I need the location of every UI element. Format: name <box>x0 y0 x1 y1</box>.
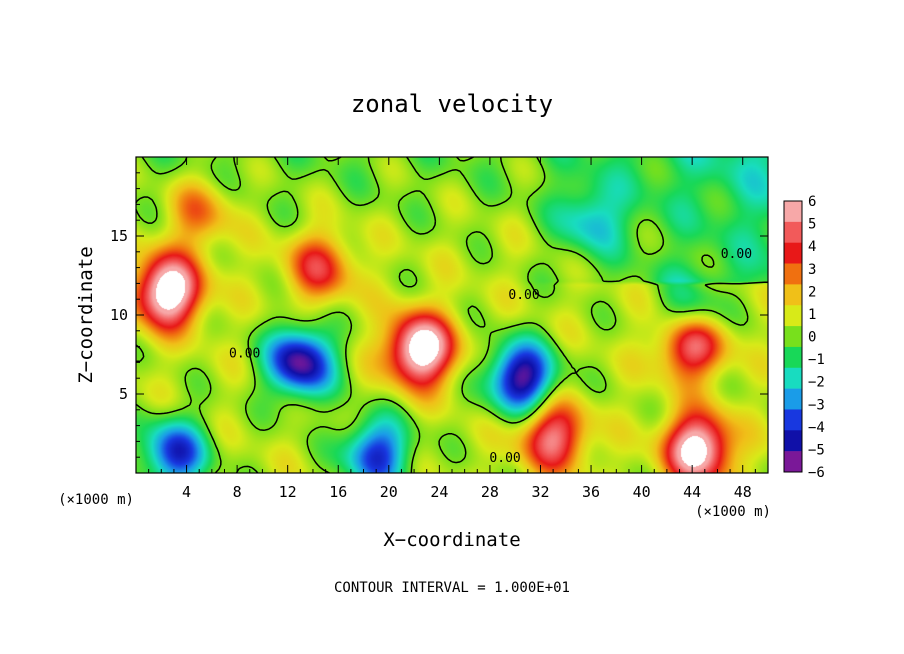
colorbar-cell <box>784 305 802 327</box>
x-tick-label: 24 <box>430 483 448 501</box>
x-axis-label: X−coordinate <box>383 529 520 551</box>
contour-label: 0.00 <box>489 451 520 466</box>
x-tick-label: 32 <box>531 483 549 501</box>
x-tick-label: 44 <box>683 483 701 501</box>
y-units-label: (×1000 m) <box>58 492 134 508</box>
contour-label: 0.00 <box>229 347 260 362</box>
colorbar-label: 5 <box>808 217 816 233</box>
colorbar-label: 6 <box>808 194 816 210</box>
colorbar-cell <box>784 263 802 285</box>
velocity-field <box>136 157 768 473</box>
y-axis-label: Z−coordinate <box>75 246 97 383</box>
colorbar-label: −5 <box>808 442 825 458</box>
colorbar-cell <box>784 201 802 223</box>
contour-interval-footer: CONTOUR INTERVAL = 1.000E+01 <box>334 580 570 596</box>
colorbar: 6 5 4 3 2 1 0 −1 −2 −3 −4 −5 −6 <box>783 194 825 481</box>
x-tick-label: 36 <box>582 483 600 501</box>
y-tick-label: 15 <box>110 227 128 245</box>
x-tick-label: 40 <box>633 483 651 501</box>
chart-title: zonal velocity <box>351 90 553 118</box>
zero-contour-line <box>135 156 768 474</box>
contour-label: 0.00 <box>721 247 752 262</box>
colorbar-cells <box>783 200 803 473</box>
colorbar-cell <box>784 284 802 306</box>
x-units-label: (×1000 m) <box>695 504 771 520</box>
colorbar-label: −6 <box>808 465 825 481</box>
colorbar-labels: 6 5 4 3 2 1 0 −1 −2 −3 −4 −5 −6 <box>808 194 825 481</box>
x-tick-label: 16 <box>329 483 347 501</box>
colorbar-label: −2 <box>808 375 825 391</box>
x-tick-label: 20 <box>380 483 398 501</box>
plot-area: 0.000.000.000.00 4 8 12 16 20 24 28 32 36 40 44 48 … <box>110 156 769 501</box>
y-tick-label: 10 <box>110 306 128 324</box>
colorbar-cell <box>784 242 802 264</box>
x-tick-label: 28 <box>481 483 499 501</box>
colorbar-cell <box>784 451 802 473</box>
colorbar-label: 4 <box>808 239 816 255</box>
colorbar-cell <box>784 388 802 410</box>
colorbar-cell <box>784 367 802 389</box>
colorbar-frame <box>783 200 803 473</box>
contour-label: 0.00 <box>508 288 539 303</box>
x-tick-label: 48 <box>734 483 752 501</box>
y-tick-label: 5 <box>119 385 128 403</box>
colorbar-cell <box>784 346 802 369</box>
colorbar-cell <box>784 326 802 348</box>
y-axis-ticks: 5 10 15 <box>110 172 768 458</box>
x-tick-label: 12 <box>279 483 297 501</box>
colorbar-cell <box>784 221 802 243</box>
colorbar-label: −1 <box>808 352 825 368</box>
colorbar-label: −4 <box>808 420 825 436</box>
colorbar-label: 0 <box>808 330 816 346</box>
zero-contours <box>135 156 768 474</box>
x-tick-label: 4 <box>182 483 191 501</box>
colorbar-label: 3 <box>808 262 816 278</box>
x-axis-ticks: 4 8 12 16 20 24 28 32 36 40 44 48 <box>148 157 756 501</box>
x-tick-label: 8 <box>233 483 242 501</box>
colorbar-label: 2 <box>808 284 816 300</box>
contour-labels: 0.00 0.00 0.00 0.00 <box>229 247 752 466</box>
colorbar-cell <box>784 430 802 452</box>
colorbar-label: 1 <box>808 307 816 323</box>
colorbar-label: −3 <box>808 397 825 413</box>
colorbar-cell <box>784 409 802 431</box>
